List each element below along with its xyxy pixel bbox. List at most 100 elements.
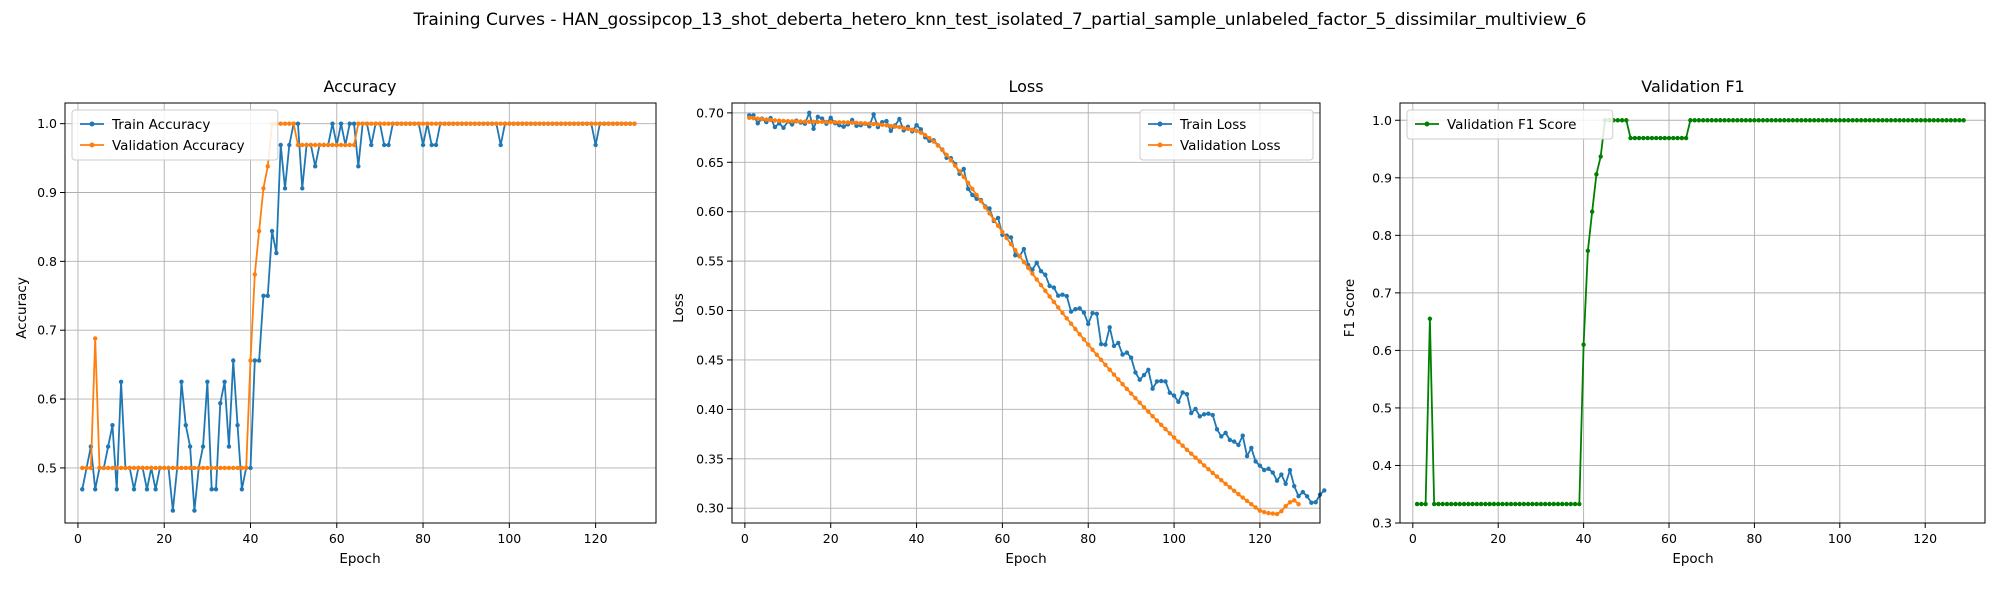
f1-panel: Validation F1 Epoch F1 Score	[1342, 77, 1745, 567]
data-point	[399, 121, 404, 126]
data-point	[110, 423, 115, 428]
data-point	[1649, 135, 1655, 141]
data-point	[213, 465, 219, 471]
data-point	[347, 121, 352, 126]
data-point	[429, 142, 434, 148]
y-tick-label: 0.7	[1372, 285, 1392, 300]
data-point	[571, 121, 577, 126]
data-point	[347, 142, 352, 148]
data-point	[1594, 172, 1599, 177]
data-point	[1444, 501, 1450, 507]
data-point	[550, 121, 555, 126]
legend-entry: Validation Accuracy	[112, 138, 245, 154]
data-point	[1747, 118, 1753, 123]
data-point	[416, 121, 421, 126]
data-point	[1189, 451, 1194, 456]
data-point	[1116, 377, 1121, 382]
data-point	[995, 215, 1001, 221]
data-point	[1948, 118, 1954, 123]
data-point	[243, 465, 249, 471]
data-point	[1773, 118, 1778, 123]
data-point	[334, 142, 339, 148]
data-point	[798, 119, 803, 124]
data-point	[961, 174, 966, 180]
data-point	[1008, 241, 1014, 247]
data-point	[1128, 391, 1134, 396]
data-point	[205, 379, 210, 385]
data-point	[265, 164, 270, 169]
data-point	[1219, 434, 1224, 439]
legend-entry: Validation F1 Score	[1447, 117, 1576, 133]
data-point	[952, 163, 958, 168]
data-point	[459, 121, 465, 126]
data-point	[1504, 501, 1509, 507]
data-point	[888, 123, 893, 129]
data-point	[854, 120, 859, 126]
data-point	[802, 119, 808, 124]
data-point	[433, 142, 439, 148]
data-point	[1146, 367, 1151, 373]
data-point	[1449, 501, 1454, 507]
data-point	[1176, 439, 1181, 444]
loss-ylabel: Loss	[671, 293, 687, 323]
accuracy-plot-area: 0 20 40 60 80 100 120 0.5 0.6 0.7 0.8 0.9 1.0 Train A…	[37, 102, 657, 546]
data-point	[317, 142, 322, 148]
data-point	[1244, 453, 1250, 459]
data-point	[187, 444, 193, 449]
data-point	[1150, 413, 1155, 419]
data-point	[580, 121, 585, 126]
data-point	[1876, 118, 1881, 123]
data-point	[970, 192, 975, 198]
data-point	[1671, 135, 1676, 141]
data-point	[1270, 470, 1275, 475]
data-point	[1197, 459, 1203, 464]
data-point	[489, 121, 495, 126]
data-point	[196, 465, 201, 471]
data-point	[1807, 118, 1813, 123]
legend-marker	[89, 121, 95, 127]
data-point	[114, 465, 119, 471]
y-tick-label: 0.9	[1372, 170, 1392, 185]
data-point	[1641, 135, 1646, 141]
series-line-validation-loss	[749, 116, 1300, 516]
data-point	[218, 401, 223, 406]
data-point	[373, 121, 378, 126]
data-point	[849, 120, 855, 125]
data-point	[136, 465, 141, 471]
data-point	[131, 465, 137, 471]
data-point	[1654, 135, 1659, 141]
data-point	[545, 121, 551, 126]
data-point	[584, 121, 590, 126]
data-point	[261, 186, 266, 191]
data-point	[1322, 488, 1327, 493]
data-point	[768, 117, 773, 123]
x-tick-label: 0	[1409, 531, 1417, 546]
data-point	[1038, 282, 1044, 288]
data-point	[1466, 501, 1471, 507]
data-point	[1530, 501, 1535, 507]
data-point	[1257, 463, 1263, 468]
data-point	[382, 142, 387, 148]
x-tick-label: 0	[74, 531, 82, 546]
data-point	[179, 465, 184, 471]
x-tick-label: 80	[415, 531, 431, 546]
data-point	[1107, 367, 1112, 372]
x-tick-label: 20	[156, 531, 172, 546]
data-point	[1184, 447, 1190, 452]
y-tick-label: 0.55	[696, 254, 724, 269]
data-point	[330, 121, 335, 126]
data-point	[1935, 118, 1941, 123]
loss-title: Loss	[1008, 77, 1043, 96]
data-point	[1163, 379, 1168, 384]
data-point	[1236, 442, 1241, 448]
data-point	[867, 121, 872, 126]
data-point	[1047, 294, 1052, 299]
data-point	[1189, 410, 1194, 416]
data-point	[1487, 501, 1492, 507]
data-point	[144, 465, 150, 471]
data-point	[1628, 135, 1633, 141]
data-point	[1111, 343, 1117, 349]
data-point	[1829, 118, 1834, 123]
data-point	[520, 121, 525, 126]
data-point	[1210, 470, 1215, 476]
